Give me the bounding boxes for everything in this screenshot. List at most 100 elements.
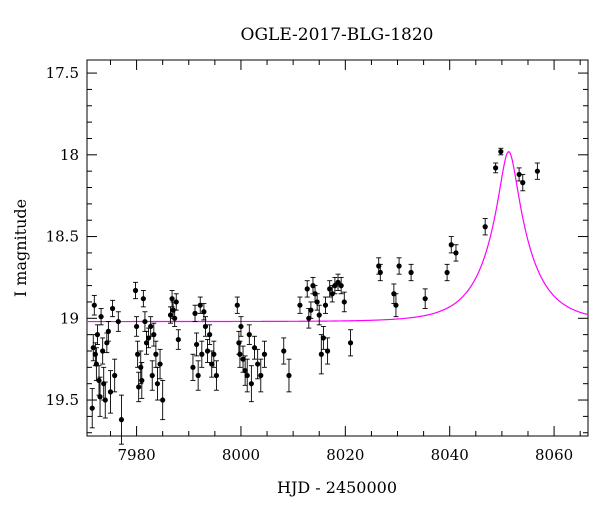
chart-title: OGLE-2017-BLG-1820 — [241, 25, 434, 45]
data-point — [190, 364, 196, 370]
data-point — [101, 381, 107, 387]
data-point — [422, 296, 428, 302]
data-point — [143, 340, 150, 346]
data-point — [173, 299, 179, 305]
data-point — [93, 361, 99, 367]
x-tick-label: 7980 — [117, 446, 155, 464]
data-point — [175, 336, 181, 343]
data-point — [140, 296, 146, 302]
data-point — [157, 361, 163, 367]
data-point — [118, 417, 125, 423]
data-point — [324, 348, 331, 354]
data-point — [148, 323, 154, 330]
data-points — [89, 148, 540, 423]
data-point — [453, 250, 459, 256]
data-point — [102, 397, 108, 403]
data-point — [109, 305, 116, 312]
data-point — [516, 171, 522, 178]
data-point — [167, 312, 174, 318]
data-point — [207, 332, 213, 338]
data-point — [201, 309, 207, 315]
data-point — [347, 340, 354, 346]
data-point — [248, 381, 254, 387]
data-point — [338, 283, 344, 289]
data-point — [320, 335, 327, 341]
data-point — [376, 263, 382, 269]
data-point — [91, 302, 97, 308]
data-point — [234, 302, 240, 308]
data-point — [149, 372, 155, 379]
data-point — [132, 287, 139, 294]
y-tick-label: 19.5 — [46, 391, 79, 409]
y-tick-label: 19 — [60, 309, 79, 327]
data-point — [104, 340, 110, 346]
x-axis-label: HJD - 2450000 — [277, 478, 397, 497]
data-point — [153, 351, 159, 357]
data-point — [318, 351, 324, 357]
data-point — [209, 361, 215, 367]
data-point — [444, 269, 450, 276]
axis-ticks — [87, 60, 588, 436]
data-point — [92, 351, 98, 357]
data-point — [377, 269, 383, 276]
data-point — [448, 242, 454, 248]
data-point — [329, 291, 335, 297]
x-tick-label: 8000 — [222, 446, 260, 464]
data-point — [246, 332, 252, 338]
data-point — [100, 348, 106, 354]
data-point — [105, 328, 111, 334]
data-point — [261, 351, 268, 357]
data-point — [172, 315, 178, 321]
y-tick-label: 17.5 — [46, 64, 79, 82]
data-point — [520, 180, 526, 186]
data-point — [408, 269, 414, 276]
data-point — [306, 315, 312, 321]
data-point — [255, 361, 261, 367]
data-point — [96, 377, 102, 384]
x-tick-label: 8060 — [535, 446, 573, 464]
x-tick-label: 8020 — [326, 446, 364, 464]
data-point — [213, 372, 220, 379]
data-point — [316, 312, 322, 318]
plot-frame — [86, 59, 589, 437]
data-point — [327, 286, 333, 292]
data-point — [297, 302, 303, 308]
data-point — [393, 302, 399, 308]
data-point — [170, 307, 176, 313]
data-point — [142, 318, 148, 325]
data-point — [199, 351, 205, 357]
data-point — [115, 318, 121, 325]
data-point — [138, 364, 144, 370]
data-point — [195, 372, 201, 379]
data-point — [498, 148, 504, 155]
data-point — [202, 323, 209, 330]
x-tick-label: 8040 — [431, 446, 469, 464]
data-point — [94, 332, 101, 338]
data-point — [322, 302, 329, 308]
data-point — [160, 397, 166, 403]
data-point — [90, 345, 96, 351]
data-point — [193, 341, 200, 348]
data-point — [242, 368, 248, 374]
data-point — [238, 323, 244, 330]
data-point — [281, 348, 287, 354]
data-point — [192, 310, 198, 316]
data-point — [133, 323, 140, 330]
data-point — [169, 296, 175, 302]
data-point — [136, 384, 142, 390]
data-point — [304, 286, 310, 292]
data-point — [396, 263, 402, 269]
data-point — [89, 405, 95, 411]
data-point — [98, 314, 104, 320]
data-point — [332, 283, 338, 289]
y-tick-labels: 17.5 18 18.5 19 19.5 — [46, 64, 79, 409]
data-point — [493, 165, 499, 171]
data-point — [154, 381, 161, 387]
x-tick-labels: 7980 8000 8020 8040 8060 — [117, 446, 573, 464]
data-point — [151, 332, 157, 338]
data-point — [335, 279, 341, 285]
y-tick-label: 18.5 — [46, 228, 79, 246]
data-point — [312, 291, 318, 297]
data-point — [237, 351, 243, 357]
